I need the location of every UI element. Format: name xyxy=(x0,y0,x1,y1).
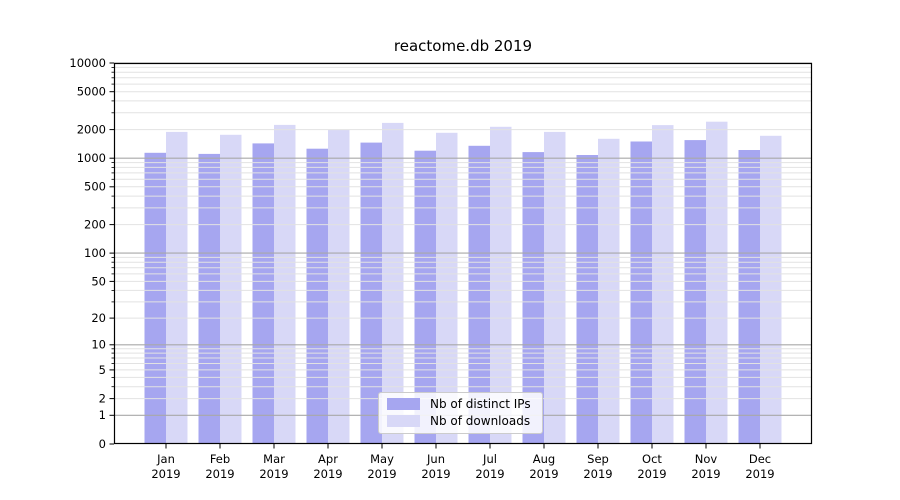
x-tick-label-month: Feb xyxy=(210,452,230,466)
x-tick-label-month: Jun xyxy=(426,452,445,466)
y-tick-label: 2 xyxy=(99,392,106,406)
x-tick-label-year: 2019 xyxy=(367,467,396,481)
bar-downloads-mar xyxy=(274,124,296,445)
bar-downloads-sep xyxy=(598,138,620,445)
x-tick-label-month: Apr xyxy=(318,452,338,466)
bar-downloads-aug xyxy=(544,131,566,444)
x-tick-label-year: 2019 xyxy=(151,467,180,481)
bar-distinct-ips-jan xyxy=(144,152,166,445)
legend-label-distinct-ips: Nb of distinct IPs xyxy=(430,397,531,411)
bar-distinct-ips-mar xyxy=(252,143,274,444)
plot-frame xyxy=(113,62,813,445)
bar-distinct-ips-nov xyxy=(684,140,706,444)
chart-title: reactome.db 2019 xyxy=(393,37,533,55)
bar-downloads-oct xyxy=(652,125,674,444)
bar-distinct-ips-jun xyxy=(414,150,436,444)
x-tick-label-month: Dec xyxy=(749,452,771,466)
x-tick-label-month: Jul xyxy=(482,452,497,466)
x-tick-label-month: Sep xyxy=(587,452,609,466)
y-tick-label: 50 xyxy=(91,274,106,288)
legend-swatch-downloads xyxy=(387,415,420,427)
legend-item-downloads: Nb of downloads xyxy=(387,414,531,428)
x-tick-label-year: 2019 xyxy=(529,467,558,481)
y-tick-label: 5 xyxy=(99,363,106,377)
x-tick-label-year: 2019 xyxy=(583,467,612,481)
y-tick-label: 0 xyxy=(99,437,106,451)
x-tick-label-month: May xyxy=(370,452,394,466)
y-tick-label: 1 xyxy=(99,408,106,422)
bar-distinct-ips-apr xyxy=(306,148,328,444)
y-tick-label: 5000 xyxy=(77,85,106,99)
x-tick-label-month: Aug xyxy=(533,452,555,466)
bar-downloads-nov xyxy=(706,121,728,444)
y-tick-label: 1000 xyxy=(77,151,106,165)
y-tick-label: 20 xyxy=(91,311,106,325)
y-tick-label: 10000 xyxy=(69,56,106,70)
x-tick-label-month: Nov xyxy=(695,452,718,466)
y-tick-label: 10 xyxy=(91,338,106,352)
x-tick-label-year: 2019 xyxy=(745,467,774,481)
x-tick-label-year: 2019 xyxy=(313,467,342,481)
x-tick-label-year: 2019 xyxy=(637,467,666,481)
x-tick-label-year: 2019 xyxy=(421,467,450,481)
bar-downloads-jun xyxy=(436,132,458,445)
bar-distinct-ips-feb xyxy=(198,153,220,444)
y-tick-label: 2000 xyxy=(77,123,106,137)
x-tick-label-year: 2019 xyxy=(205,467,234,481)
y-tick-label: 500 xyxy=(84,180,106,194)
x-tick-label-year: 2019 xyxy=(259,467,288,481)
bar-downloads-jul xyxy=(490,126,512,445)
bar-distinct-ips-may xyxy=(360,142,382,444)
x-tick-label-month: Oct xyxy=(642,452,662,466)
bar-downloads-feb xyxy=(220,134,242,445)
x-tick-label-year: 2019 xyxy=(475,467,504,481)
legend-item-distinct-ips: Nb of distinct IPs xyxy=(387,397,531,411)
x-tick-label-month: Jan xyxy=(156,452,175,466)
bar-distinct-ips-sep xyxy=(576,155,598,444)
bar-downloads-jan xyxy=(166,131,188,444)
bar-downloads-apr xyxy=(328,130,350,444)
bar-distinct-ips-dec xyxy=(738,150,760,444)
x-tick-label-year: 2019 xyxy=(691,467,720,481)
y-tick-label: 200 xyxy=(84,218,106,232)
bar-distinct-ips-oct xyxy=(630,141,652,444)
legend: Nb of distinct IPs Nb of downloads xyxy=(378,392,543,434)
legend-label-downloads: Nb of downloads xyxy=(430,414,531,428)
y-tick-label: 100 xyxy=(84,246,106,260)
legend-swatch-distinct-ips xyxy=(387,398,420,410)
x-tick-label-month: Mar xyxy=(263,452,285,466)
